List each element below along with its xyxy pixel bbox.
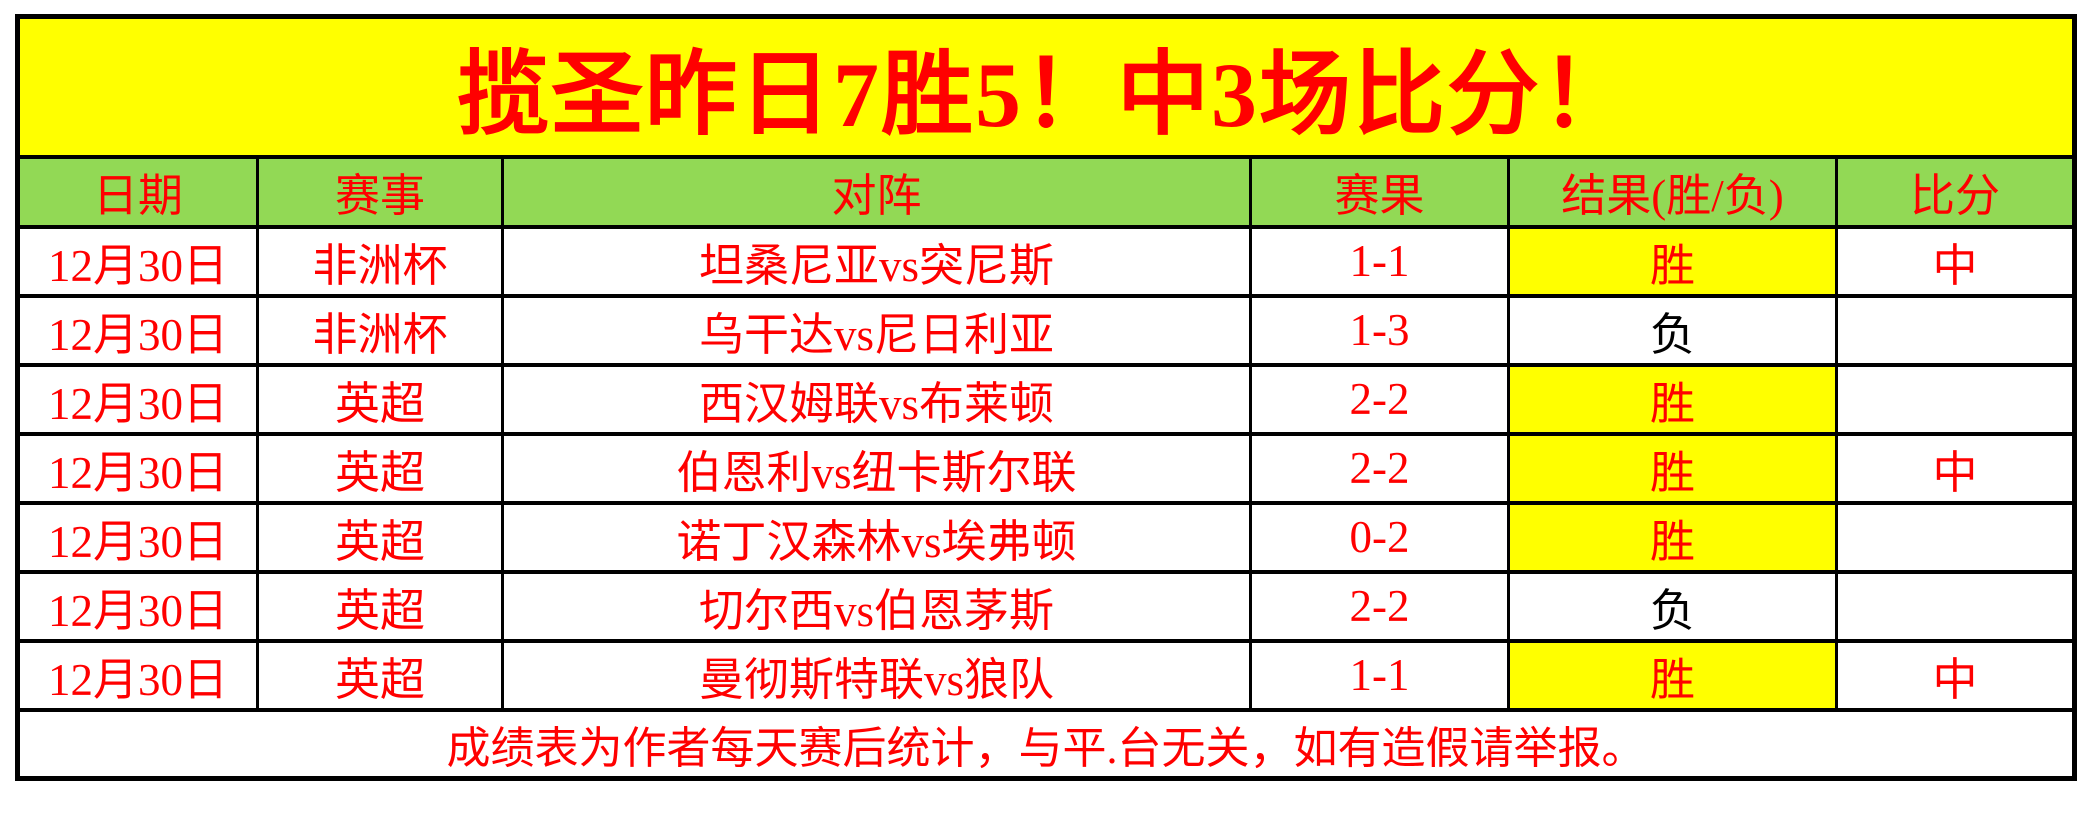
result-cell: 胜 bbox=[1507, 500, 1838, 574]
league-cell: 英超 bbox=[256, 638, 504, 712]
date-cell: 12月30日 bbox=[16, 638, 259, 712]
table-row: 12月30日 非洲杯 乌干达vs尼日利亚 1-3 负 bbox=[16, 293, 2077, 367]
date-cell: 12月30日 bbox=[16, 224, 259, 298]
col-header-hit: 比分 bbox=[1834, 154, 2077, 229]
hit-cell: 中 bbox=[1834, 224, 2077, 298]
match-cell: 诺丁汉森林vs埃弗顿 bbox=[501, 500, 1252, 574]
score-cell: 2-2 bbox=[1249, 431, 1510, 505]
date-cell: 12月30日 bbox=[16, 431, 259, 505]
table-row: 12月30日 非洲杯 坦桑尼亚vs突尼斯 1-1 胜 中 bbox=[16, 224, 2077, 298]
result-cell: 胜 bbox=[1507, 431, 1838, 505]
score-cell: 1-1 bbox=[1249, 224, 1510, 298]
result-cell: 负 bbox=[1507, 293, 1838, 367]
score-cell: 1-1 bbox=[1249, 638, 1510, 712]
league-cell: 英超 bbox=[256, 500, 504, 574]
banner-row: 揽圣昨日7胜5！中3场比分！ bbox=[15, 14, 2077, 159]
col-header-result: 结果(胜/负) bbox=[1507, 154, 1838, 229]
score-cell: 2-2 bbox=[1249, 569, 1510, 643]
match-cell: 伯恩利vs纽卡斯尔联 bbox=[501, 431, 1252, 505]
result-cell: 胜 bbox=[1507, 362, 1838, 436]
match-cell: 西汉姆联vs布莱顿 bbox=[501, 362, 1252, 436]
result-cell: 负 bbox=[1507, 569, 1838, 643]
hit-cell bbox=[1834, 500, 2077, 574]
score-cell: 0-2 bbox=[1249, 500, 1510, 574]
hit-cell bbox=[1834, 293, 2077, 367]
footer-row: 成绩表为作者每天赛后统计，与平.台无关，如有造假请举报。 bbox=[15, 707, 2077, 780]
result-cell: 胜 bbox=[1507, 638, 1838, 712]
date-cell: 12月30日 bbox=[16, 569, 259, 643]
hit-cell bbox=[1834, 569, 2077, 643]
match-cell: 乌干达vs尼日利亚 bbox=[501, 293, 1252, 367]
col-header-score: 赛果 bbox=[1249, 154, 1510, 229]
table-row: 12月30日 英超 西汉姆联vs布莱顿 2-2 胜 bbox=[16, 362, 2077, 436]
date-cell: 12月30日 bbox=[16, 362, 259, 436]
table-row: 12月30日 英超 切尔西vs伯恩茅斯 2-2 负 bbox=[16, 569, 2077, 643]
match-cell: 曼彻斯特联vs狼队 bbox=[501, 638, 1252, 712]
footer-note: 成绩表为作者每天赛后统计，与平.台无关，如有造假请举报。 bbox=[15, 707, 2077, 780]
match-cell: 切尔西vs伯恩茅斯 bbox=[501, 569, 1252, 643]
results-table: 揽圣昨日7胜5！中3场比分！ 日期 赛事 对阵 赛果 结果(胜/负) 比分 12… bbox=[15, 14, 2078, 781]
col-header-league: 赛事 bbox=[256, 154, 504, 229]
score-cell: 2-2 bbox=[1249, 362, 1510, 436]
league-cell: 非洲杯 bbox=[256, 224, 504, 298]
table-row: 12月30日 英超 伯恩利vs纽卡斯尔联 2-2 胜 中 bbox=[16, 431, 2077, 505]
hit-cell bbox=[1834, 362, 2077, 436]
col-header-date: 日期 bbox=[16, 154, 259, 229]
banner-title: 揽圣昨日7胜5！中3场比分！ bbox=[15, 14, 2077, 159]
table-row: 12月30日 英超 诺丁汉森林vs埃弗顿 0-2 胜 bbox=[16, 500, 2077, 574]
score-cell: 1-3 bbox=[1249, 293, 1510, 367]
date-cell: 12月30日 bbox=[16, 293, 259, 367]
league-cell: 英超 bbox=[256, 362, 504, 436]
hit-cell: 中 bbox=[1834, 431, 2077, 505]
column-header-row: 日期 赛事 对阵 赛果 结果(胜/负) 比分 bbox=[16, 154, 2077, 229]
result-cell: 胜 bbox=[1507, 224, 1838, 298]
league-cell: 非洲杯 bbox=[256, 293, 504, 367]
date-cell: 12月30日 bbox=[16, 500, 259, 574]
table-row: 12月30日 英超 曼彻斯特联vs狼队 1-1 胜 中 bbox=[16, 638, 2077, 712]
col-header-match: 对阵 bbox=[501, 154, 1252, 229]
league-cell: 英超 bbox=[256, 431, 504, 505]
hit-cell: 中 bbox=[1834, 638, 2077, 712]
league-cell: 英超 bbox=[256, 569, 504, 643]
match-cell: 坦桑尼亚vs突尼斯 bbox=[501, 224, 1252, 298]
